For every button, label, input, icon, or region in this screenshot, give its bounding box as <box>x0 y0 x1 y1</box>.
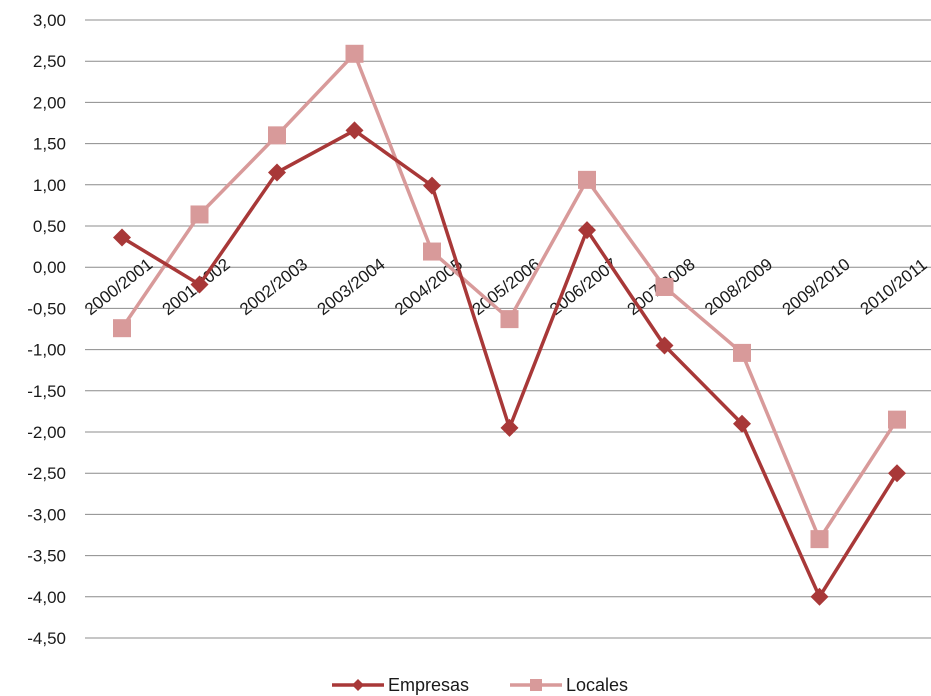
data-point-locales <box>268 126 286 145</box>
data-point-locales <box>423 242 441 261</box>
data-point-empresas <box>268 163 286 182</box>
data-point-locales <box>733 343 751 362</box>
x-tick-label: 2010/2011 <box>857 255 931 319</box>
x-tick-label: 2004/2005 <box>391 255 466 319</box>
y-tick-label: -4,50 <box>27 629 66 648</box>
data-point-empresas <box>888 464 906 483</box>
series-line-locales <box>120 52 899 541</box>
data-point-empresas <box>190 275 209 294</box>
data-point-locales <box>578 170 596 189</box>
y-tick-label: 2,00 <box>33 93 66 112</box>
data-point-locales <box>810 530 829 549</box>
x-tick-label: 2002/2003 <box>236 255 311 319</box>
data-point-locales <box>655 277 674 296</box>
x-tick-label: 2000/2001 <box>81 255 156 319</box>
x-tick-label: 2005/2006 <box>469 255 544 319</box>
gridlines <box>85 19 931 639</box>
y-tick-label: -3,50 <box>27 547 66 566</box>
y-tick-label: -2,00 <box>27 423 66 442</box>
y-axis: 3,00 2,50 2,00 1,50 1,00 0,50 0,00 -0,50 -1,00 -1… <box>27 11 66 648</box>
x-axis-labels: 2000/2001 2001/2002 2002/2003 2003/2004 2004… <box>81 255 931 319</box>
y-tick-label: 1,50 <box>33 135 66 154</box>
data-point-locales <box>113 319 131 338</box>
y-tick-label: 0,00 <box>33 258 66 277</box>
data-point-empresas <box>423 176 441 195</box>
y-tick-label: 2,50 <box>33 52 66 71</box>
legend-label-empresas: Empresas <box>388 675 469 695</box>
y-tick-label: -1,00 <box>27 341 66 360</box>
data-point-empresas <box>810 587 829 606</box>
x-tick-label: 2003/2004 <box>314 255 389 319</box>
data-point-empresas <box>655 336 674 355</box>
y-tick-label: -2,50 <box>27 464 66 483</box>
y-tick-label: -4,00 <box>27 588 66 607</box>
series-layer <box>113 44 906 606</box>
data-point-empresas <box>113 228 131 247</box>
data-point-empresas <box>733 414 751 433</box>
legend-label-locales: Locales <box>566 675 628 695</box>
y-tick-label: 0,50 <box>33 217 66 236</box>
y-tick-label: 1,00 <box>33 176 66 195</box>
data-point-locales <box>345 44 364 63</box>
y-tick-label: -3,00 <box>27 505 66 524</box>
data-point-locales <box>888 410 906 429</box>
data-point-locales <box>500 310 519 329</box>
y-tick-label: -1,50 <box>27 382 66 401</box>
series-line-empresas <box>121 128 899 599</box>
data-point-empresas <box>578 221 596 240</box>
y-tick-label: 3,00 <box>33 11 66 30</box>
legend-marker-empresas <box>352 679 364 691</box>
legend: Empresas Locales <box>332 675 628 695</box>
y-tick-label: -0,50 <box>27 299 66 318</box>
legend-marker-locales <box>530 679 542 691</box>
x-tick-label: 2009/2010 <box>779 255 854 319</box>
data-point-locales <box>190 205 209 224</box>
data-point-empresas <box>500 418 519 437</box>
x-tick-label: 2008/2009 <box>701 255 776 319</box>
data-point-empresas <box>345 121 364 140</box>
